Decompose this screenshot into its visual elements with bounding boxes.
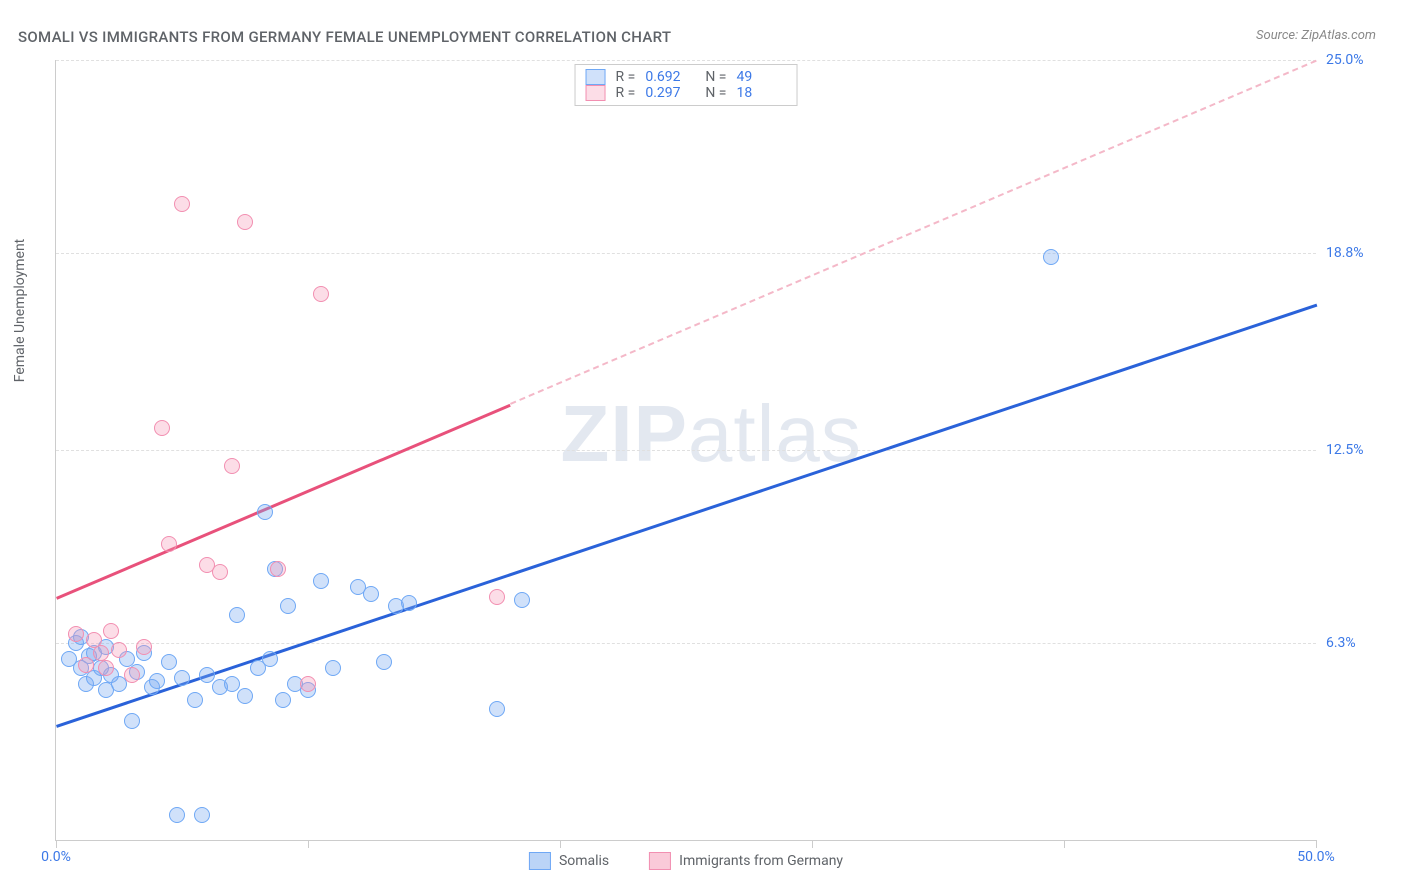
watermark: ZIPatlas	[560, 388, 861, 480]
legend-row: R = 0.692 N = 49	[586, 69, 787, 85]
n-label: N =	[705, 69, 726, 85]
data-point	[313, 573, 329, 589]
data-point	[224, 676, 240, 692]
x-tick	[1064, 840, 1065, 848]
chart-title: SOMALI VS IMMIGRANTS FROM GERMANY FEMALE…	[18, 28, 671, 46]
x-tick	[812, 840, 813, 848]
gridline	[56, 253, 1316, 254]
legend-swatch	[649, 852, 671, 870]
data-point	[212, 564, 228, 580]
x-tick	[308, 840, 309, 848]
data-point	[325, 660, 341, 676]
y-tick-label: 12.5%	[1326, 442, 1386, 458]
data-point	[280, 598, 296, 614]
data-point	[224, 458, 240, 474]
x-tick-label: 0.0%	[41, 849, 71, 865]
y-tick-label: 6.3%	[1326, 635, 1386, 651]
data-point	[124, 713, 140, 729]
legend-label: Somalis	[559, 853, 609, 869]
data-point	[262, 651, 278, 667]
data-point	[161, 654, 177, 670]
r-value: 0.692	[645, 69, 695, 85]
correlation-legend: R = 0.692 N = 49 R = 0.297 N = 18	[575, 64, 798, 106]
legend-swatch	[529, 852, 551, 870]
data-point	[78, 657, 94, 673]
legend-item: Immigrants from Germany	[649, 852, 843, 870]
data-point	[103, 623, 119, 639]
data-point	[300, 676, 316, 692]
data-point	[154, 420, 170, 436]
x-tick	[560, 840, 561, 848]
data-point	[169, 807, 185, 823]
data-point	[270, 561, 286, 577]
x-tick	[1316, 840, 1317, 848]
data-point	[489, 589, 505, 605]
legend-label: Immigrants from Germany	[679, 853, 843, 869]
data-point	[229, 607, 245, 623]
trend-line	[510, 60, 1317, 405]
data-point	[1043, 249, 1059, 265]
chart-container: SOMALI VS IMMIGRANTS FROM GERMANY FEMALE…	[0, 0, 1406, 892]
data-point	[514, 592, 530, 608]
y-tick-label: 25.0%	[1326, 52, 1386, 68]
gridline	[56, 60, 1316, 61]
data-point	[161, 536, 177, 552]
plot-area: ZIPatlas 6.3%12.5%18.8%25.0%0.0%50.0%R =…	[55, 60, 1316, 841]
data-point	[489, 701, 505, 717]
data-point	[136, 639, 152, 655]
data-point	[199, 667, 215, 683]
legend-row: R = 0.297 N = 18	[586, 85, 787, 101]
gridline	[56, 643, 1316, 644]
legend-swatch	[586, 85, 606, 101]
r-value: 0.297	[645, 85, 695, 101]
n-value: 18	[736, 85, 786, 101]
y-tick-label: 18.8%	[1326, 245, 1386, 261]
data-point	[275, 692, 291, 708]
data-point	[237, 214, 253, 230]
y-axis-label: Female Unemployment	[12, 239, 28, 383]
data-point	[257, 504, 273, 520]
r-label: R =	[616, 85, 636, 101]
data-point	[401, 595, 417, 611]
source-attribution: Source: ZipAtlas.com	[1256, 28, 1376, 43]
data-point	[376, 654, 392, 670]
data-point	[363, 586, 379, 602]
gridline	[56, 450, 1316, 451]
x-tick	[56, 840, 57, 848]
data-point	[93, 645, 109, 661]
data-point	[194, 807, 210, 823]
watermark-zip: ZIP	[560, 389, 687, 478]
data-point	[174, 670, 190, 686]
data-point	[313, 286, 329, 302]
series-legend: Somalis Immigrants from Germany	[529, 852, 843, 870]
data-point	[68, 626, 84, 642]
legend-item: Somalis	[529, 852, 609, 870]
n-value: 49	[736, 69, 786, 85]
data-point	[149, 673, 165, 689]
x-tick-label: 50.0%	[1297, 849, 1335, 865]
legend-swatch	[586, 69, 606, 85]
data-point	[237, 688, 253, 704]
data-point	[174, 196, 190, 212]
data-point	[124, 667, 140, 683]
r-label: R =	[616, 69, 636, 85]
data-point	[98, 660, 114, 676]
data-point	[187, 692, 203, 708]
n-label: N =	[705, 85, 726, 101]
data-point	[111, 642, 127, 658]
